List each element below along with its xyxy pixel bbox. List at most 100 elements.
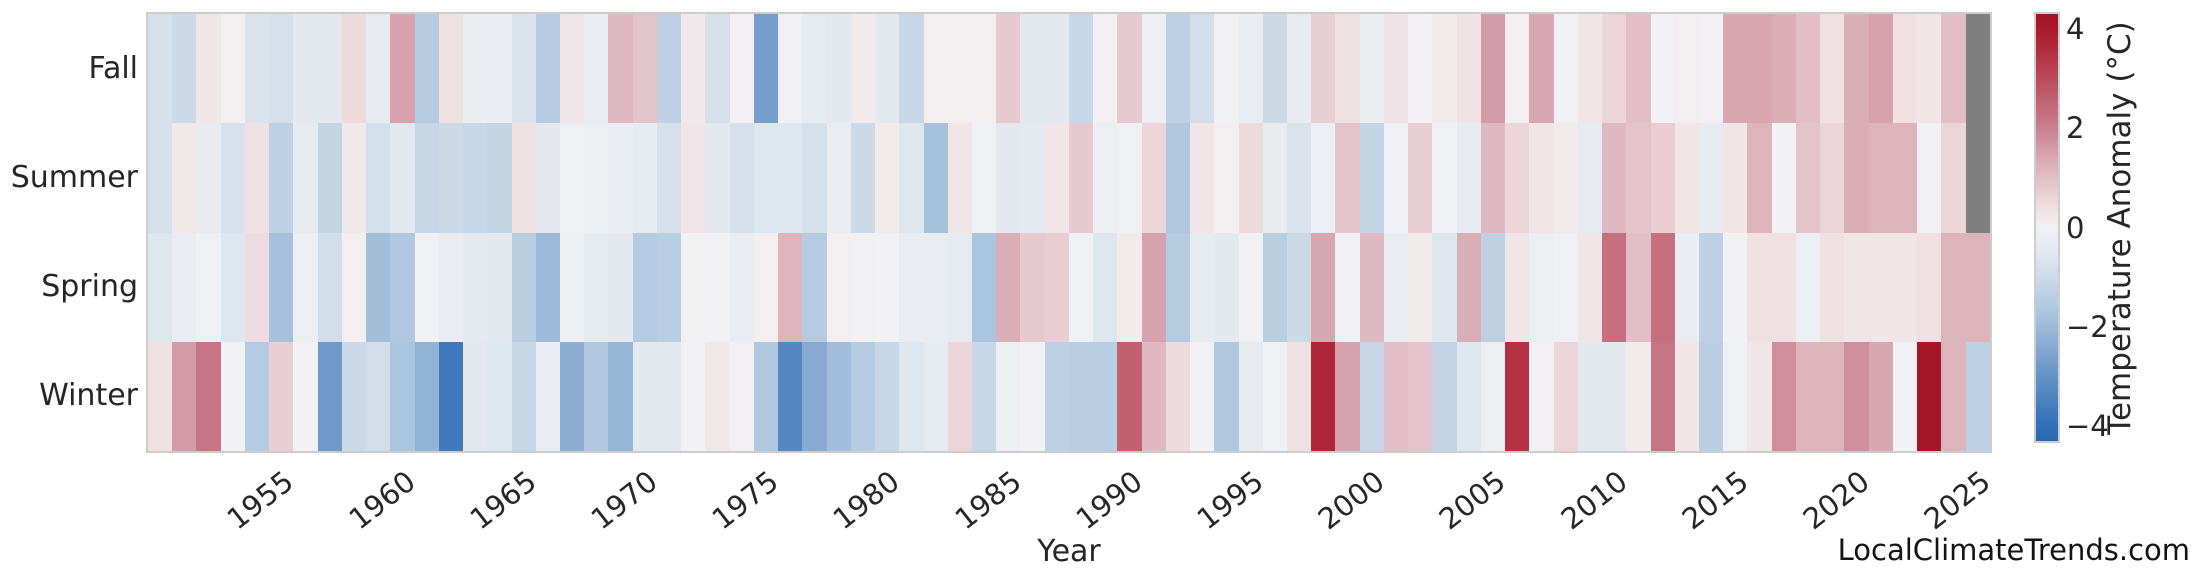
heatmap-cell — [996, 341, 1021, 451]
heatmap-cell — [172, 232, 197, 342]
heatmap-cell — [1674, 232, 1699, 342]
heatmap-cell — [1626, 232, 1651, 342]
heatmap-cell — [1747, 232, 1772, 342]
heatmap-cell — [1868, 232, 1893, 342]
heatmap-cell — [1408, 232, 1433, 342]
heatmap-cell — [293, 232, 318, 342]
heatmap-cell — [172, 341, 197, 451]
heatmap-cell — [1456, 341, 1481, 451]
heatmap-cell — [1892, 232, 1918, 342]
heatmap-cell — [1020, 14, 1045, 124]
heatmap-cell — [1408, 14, 1433, 124]
heatmap-cell — [438, 14, 464, 124]
heatmap-cell — [1844, 123, 1869, 233]
heatmap-cell — [656, 14, 682, 124]
heatmap-cell — [1238, 14, 1263, 124]
heatmap-cell — [656, 341, 682, 451]
heatmap-cell — [196, 14, 221, 124]
heatmap-cell — [1093, 232, 1118, 342]
heatmap-cell — [1795, 14, 1821, 124]
heatmap-cell — [1432, 14, 1457, 124]
x-axis-title: Year — [1037, 534, 1101, 569]
heatmap-cell — [559, 14, 585, 124]
heatmap-cell — [1456, 232, 1481, 342]
heatmap-cell — [923, 341, 948, 451]
heatmap-cell — [1626, 14, 1651, 124]
heatmap-cell — [463, 341, 488, 451]
heatmap-cell — [1335, 341, 1360, 451]
heatmap-cell — [1795, 232, 1821, 342]
colorbar-tick-label: −2 — [2066, 309, 2109, 344]
heatmap-cell — [1965, 14, 1990, 124]
heatmap-cell — [1795, 341, 1821, 451]
heatmap-cell — [1723, 123, 1748, 233]
heatmap-cell — [1917, 341, 1942, 451]
heatmap-cell — [414, 123, 439, 233]
heatmap-cell — [1795, 123, 1821, 233]
heatmap-cell — [1699, 232, 1724, 342]
heatmap-cell — [463, 14, 488, 124]
heatmap-cell — [1190, 341, 1215, 451]
heatmap-cell — [681, 14, 706, 124]
heatmap-cell — [293, 14, 318, 124]
heatmap-cell — [1820, 232, 1845, 342]
heatmap-cell — [1068, 123, 1094, 233]
heatmap-cell — [875, 232, 900, 342]
heatmap-cell — [1093, 341, 1118, 451]
heatmap-cell — [850, 232, 876, 342]
heatmap-cell — [487, 123, 512, 233]
heatmap-cell — [220, 341, 245, 451]
heatmap-cell — [1408, 123, 1433, 233]
heatmap-cell — [850, 341, 876, 451]
x-tick-label: 1955 — [221, 464, 301, 537]
heatmap-cell — [1190, 14, 1215, 124]
heatmap-cell — [1044, 14, 1069, 124]
heatmap-cell — [1311, 341, 1336, 451]
heatmap-cell — [1068, 232, 1094, 342]
heatmap-cell — [1941, 232, 1966, 342]
heatmap-cell — [438, 232, 464, 342]
heatmap-cell — [1383, 14, 1409, 124]
heatmap-cell — [826, 14, 851, 124]
heatmap-cell — [1868, 14, 1893, 124]
heatmap-cell — [1044, 123, 1069, 233]
heatmap-cell — [1965, 341, 1990, 451]
colorbar-title: Temperature Anomaly (°C) — [2102, 21, 2138, 435]
heatmap-cell — [1577, 232, 1603, 342]
heatmap-cell — [1408, 341, 1433, 451]
heatmap-cell — [1965, 232, 1990, 342]
x-tick-label: 1965 — [463, 464, 543, 537]
heatmap-cell — [681, 232, 706, 342]
heatmap-cell — [1650, 341, 1675, 451]
heatmap-cell — [1141, 123, 1166, 233]
heatmap-cell — [1941, 341, 1966, 451]
colorbar-tick-label: −4 — [2066, 409, 2109, 444]
heatmap-cell — [1674, 14, 1699, 124]
heatmap-cell — [1117, 123, 1142, 233]
heatmap-cell — [1553, 123, 1578, 233]
heatmap-row-summer — [148, 123, 1990, 233]
heatmap-cell — [535, 341, 560, 451]
heatmap-cell — [1383, 232, 1409, 342]
heatmap-cell — [996, 232, 1021, 342]
heatmap-cell — [899, 341, 924, 451]
x-tick-label: 1960 — [342, 464, 422, 537]
heatmap-cell — [875, 123, 900, 233]
heatmap-cell — [148, 232, 173, 342]
heatmap-cell — [244, 14, 270, 124]
heatmap-cell — [923, 232, 948, 342]
heatmap-cell — [656, 123, 682, 233]
heatmap-cell — [1771, 232, 1796, 342]
heatmap-cell — [1868, 123, 1893, 233]
heatmap-cell — [947, 341, 972, 451]
heatmap-cell — [1020, 123, 1045, 233]
heatmap-cell — [608, 14, 633, 124]
heatmap-cell — [1577, 123, 1603, 233]
heatmap-cell — [1626, 123, 1651, 233]
heatmap-cell — [1771, 14, 1796, 124]
heatmap-cell — [269, 123, 294, 233]
heatmap-cell — [559, 232, 585, 342]
heatmap-cell — [1311, 123, 1336, 233]
heatmap-cell — [1311, 14, 1336, 124]
